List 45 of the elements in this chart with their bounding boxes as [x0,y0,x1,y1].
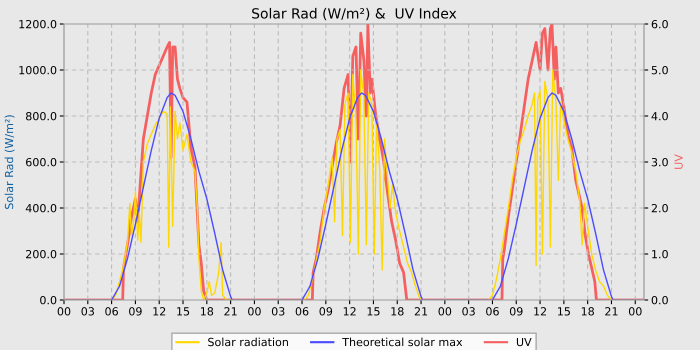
x-tick-label: 00 [248,307,261,316]
y2-axis-title: UV [674,154,683,169]
x-tick-label: 18 [200,307,214,316]
y-tick-label: 800.0 [26,112,56,120]
x-tick-label: 00 [628,307,642,316]
x-tick-label: 06 [296,307,308,316]
x-tick-label: 15 [558,307,570,316]
x-tick-label: 12 [153,307,166,316]
x-tick-label: 03 [81,307,94,316]
y2-tick-label: 6.0 [652,20,668,28]
y-tick-label: 0.0 [40,296,56,304]
x-tick-label: 18 [391,307,404,316]
y-tick-label: 1200.0 [19,20,56,28]
x-tick-label: 03 [462,307,475,316]
x-tick-label: 03 [272,307,284,316]
x-tick-label: 00 [438,307,452,316]
x-tick-label: 15 [177,307,190,316]
x-tick-label: 09 [129,307,142,316]
x-tick-label: 06 [105,307,118,316]
x-tick-label: 06 [486,307,499,316]
x-tick-label: 09 [510,307,523,316]
x-tick-label: 15 [368,307,380,316]
chart-title: Solar Rad (W/m²) & UV Index [252,8,456,20]
y2-tick-label: 0.0 [652,296,668,304]
y2-tick-label: 1.0 [652,250,668,258]
x-tick-label: 21 [224,307,237,316]
x-tick-label: 21 [414,307,428,316]
y-tick-label: 200.0 [26,250,56,258]
y-tick-label: 400.0 [26,204,56,212]
legend-label: Solar radiation [208,338,288,346]
x-tick-label: 12 [344,307,356,316]
x-tick-label: 00 [58,307,70,316]
y2-tick-label: 5.0 [652,66,668,74]
x-tick-label: 21 [605,307,618,316]
x-tick-label: 09 [319,307,332,316]
legend-label: Theoretical solar max [342,338,462,346]
y-tick-label: 1000.0 [19,66,56,74]
y2-tick-label: 3.0 [652,158,668,166]
x-tick-label: 12 [534,307,546,316]
legend-label: UV [516,338,532,346]
y2-tick-label: 2.0 [652,204,668,212]
y2-tick-label: 4.0 [651,112,668,120]
y-tick-label: 600.0 [26,158,56,166]
x-tick-label: 18 [582,307,594,316]
y-axis-title: Solar Rad (W/m²) [4,115,15,209]
